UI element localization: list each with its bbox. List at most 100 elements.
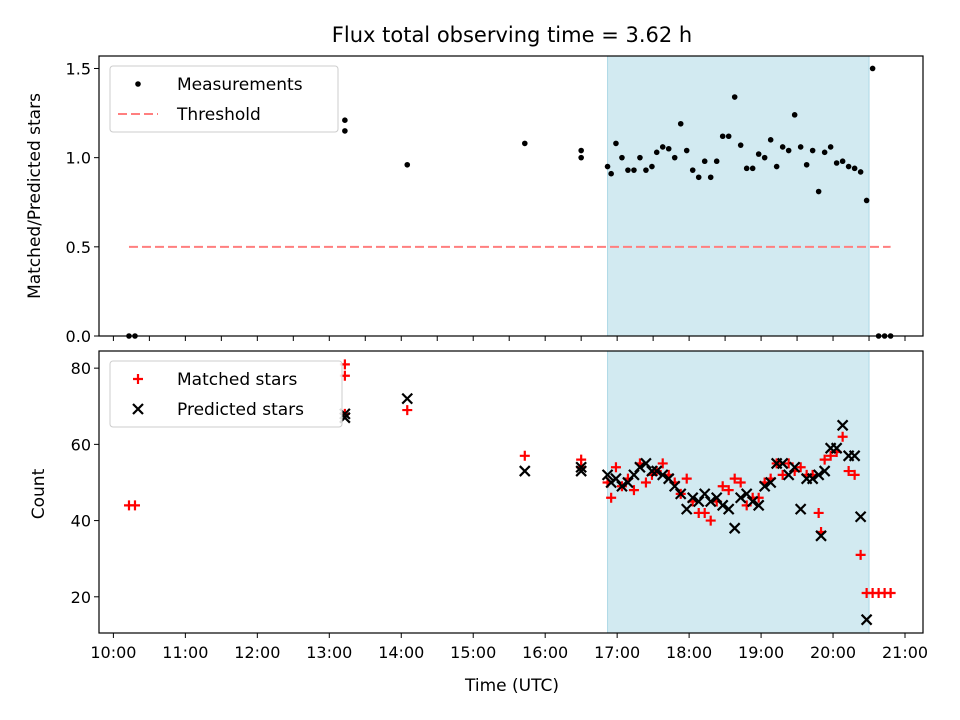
measurement-point [803, 161, 810, 168]
predicted-star-point [830, 442, 843, 454]
matched-star-point [819, 454, 830, 465]
predicted-star-point [836, 419, 849, 432]
predicted-star-point [734, 491, 747, 504]
measurement-point [683, 147, 690, 154]
x-tick-label: 13:00 [306, 643, 352, 662]
predicted-star-point [610, 472, 622, 485]
matched-star-point [129, 500, 140, 511]
chart-title: Flux total observing time = 3.62 h [332, 23, 692, 47]
measurement-point [643, 167, 649, 173]
measurement-point [578, 154, 584, 161]
measurement-point [809, 147, 816, 154]
measurement-point [342, 117, 348, 124]
matched-star-point [628, 485, 639, 496]
predicted-star-point [401, 392, 414, 405]
predicted-star-point [628, 469, 640, 481]
predicted-star-point [788, 461, 801, 474]
predicted-star-point [815, 530, 827, 542]
x-tick-label: 16:00 [522, 643, 568, 662]
x-tick-label: 12:00 [234, 643, 280, 662]
matched-star-point [657, 458, 668, 469]
matched-star-point [640, 477, 651, 488]
measurement-point [827, 144, 834, 150]
measurement-point [857, 169, 864, 175]
measurement-point [767, 137, 774, 143]
predicted-star-point [758, 480, 771, 493]
measurement-point [851, 165, 858, 172]
matched-star-point [825, 450, 836, 461]
measurement-point [743, 165, 750, 172]
x-tick-label: 11:00 [162, 643, 208, 662]
measurement-point [797, 144, 804, 150]
predicted-star-point [794, 503, 807, 515]
matched-star-point [837, 431, 848, 442]
predicted-star-point [656, 469, 669, 481]
measurement-point [713, 158, 720, 165]
measurement-point [791, 112, 798, 118]
observing-window-span [607, 350, 870, 634]
measurement-point [731, 94, 738, 100]
measurement-point [719, 133, 726, 140]
measurement-point [671, 154, 678, 161]
measurement-point [737, 142, 744, 148]
measurement-point [404, 161, 411, 168]
measurement-point [761, 154, 768, 161]
matched-star-point [705, 515, 716, 526]
predicted-star-point [782, 469, 795, 481]
x-tick-label: 17:00 [594, 643, 640, 662]
matched-star-point [843, 466, 854, 477]
legend-x-marker [132, 403, 144, 415]
matched-star-point [699, 507, 710, 518]
legend-box [109, 65, 339, 133]
predicted-star-point [519, 465, 531, 477]
predicted-star-point [634, 461, 646, 474]
matched-star-point [735, 477, 746, 488]
legend: Matched stars Predicted stars [109, 360, 343, 428]
matched-star-point [610, 462, 621, 473]
predicted-star-point [650, 465, 663, 477]
measurement-point [637, 154, 643, 161]
predicted-star-point [806, 472, 819, 485]
predicted-star-point [698, 488, 711, 500]
y-tick-label: 1.5 [66, 59, 91, 78]
axes-frame [98, 55, 924, 337]
y-tick-label: 0.0 [66, 327, 91, 346]
predicted-star-point [680, 503, 693, 515]
measurement-point [649, 163, 655, 170]
observing-window-span [607, 55, 870, 337]
measurement-point [773, 163, 780, 170]
legend-label: Matched stars [177, 370, 297, 390]
predicted-star-point [818, 465, 831, 477]
matched-star-point [855, 549, 866, 560]
x-tick-label: 21:00 [882, 643, 928, 662]
matched-star-point [606, 492, 617, 503]
predicted-star-point [668, 480, 681, 493]
measurement-point [725, 133, 732, 140]
legend-label: Threshold [176, 105, 261, 125]
measurement-point [821, 149, 828, 156]
measurement-point [695, 174, 702, 181]
measurement-point [653, 149, 660, 156]
predicted-star-point [848, 450, 861, 462]
predicted-star-point [776, 457, 789, 470]
predicted-star-point [601, 469, 614, 481]
matched-star-point [681, 473, 692, 484]
measurement-point [815, 188, 822, 195]
top-y-axis-label: Matched/Predicted stars [25, 93, 45, 299]
x-tick-label: 20:00 [810, 643, 856, 662]
measurement-point [839, 158, 846, 165]
predicted-star-point [692, 495, 705, 508]
y-tick-label: 60 [71, 435, 91, 454]
matched-star-point [813, 507, 824, 518]
x-tick-label: 19:00 [738, 643, 784, 662]
measurement-point [631, 167, 637, 173]
predicted-star-point [575, 465, 587, 477]
predicted-star-point [854, 510, 867, 523]
count-panel: 10:00 11:00 12:00 13:00 14:00 15:00 16:00 17:00… [71, 350, 928, 662]
y-tick-label: 1.0 [66, 149, 91, 168]
predicted-star-point [622, 476, 634, 489]
measurement-point [845, 163, 852, 170]
y-tick-label: 0.5 [66, 238, 91, 257]
measurement-point [779, 144, 786, 150]
measurement-point [613, 140, 619, 147]
